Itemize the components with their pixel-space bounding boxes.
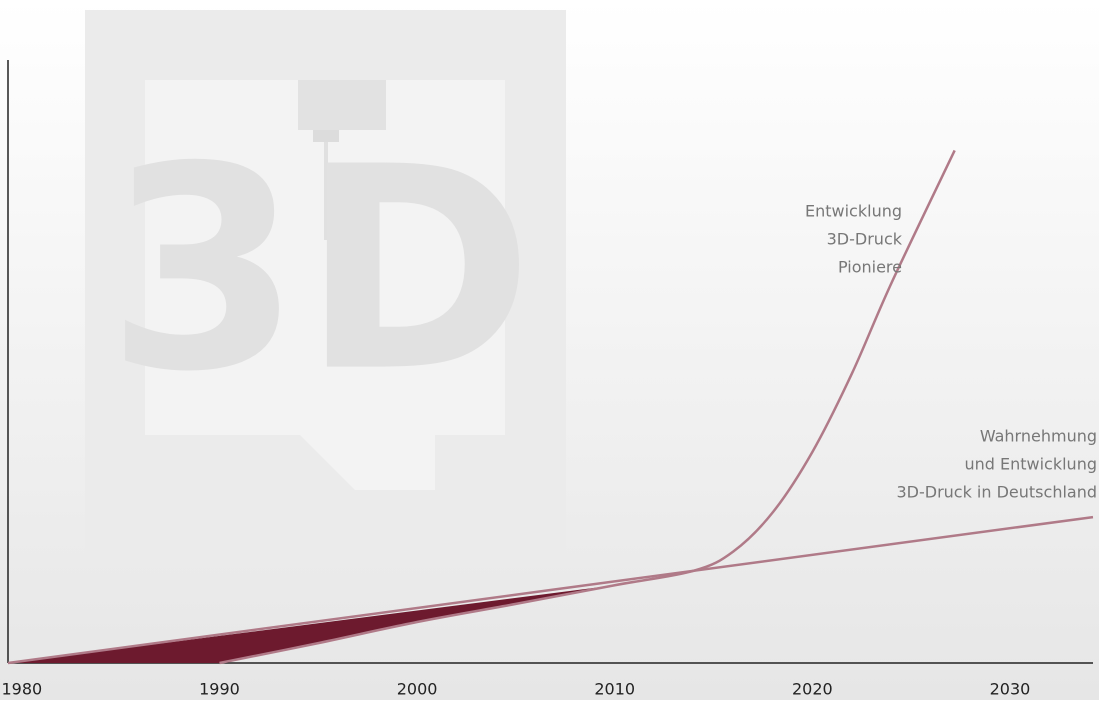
x-tick-label: 1980 xyxy=(1,680,42,699)
x-tick-label: 2020 xyxy=(792,680,833,699)
series-line xyxy=(219,149,956,665)
series-label: Pioniere xyxy=(838,258,902,277)
x-tick-label: 2030 xyxy=(990,680,1031,699)
series-label: und Entwicklung xyxy=(964,455,1097,474)
x-tick-label: 2000 xyxy=(397,680,438,699)
watermark: 3D xyxy=(85,10,566,560)
series-label: Entwicklung xyxy=(805,202,902,221)
series-label: 3D-Druck xyxy=(827,230,903,249)
x-tick-label: 2010 xyxy=(594,680,635,699)
svg-text:3D: 3D xyxy=(106,108,533,434)
gap-area xyxy=(8,585,615,663)
series-line xyxy=(7,515,1094,665)
series-label: 3D-Druck in Deutschland xyxy=(896,483,1097,502)
series-label: Wahrnehmung xyxy=(980,427,1097,446)
x-tick-label: 1990 xyxy=(199,680,240,699)
